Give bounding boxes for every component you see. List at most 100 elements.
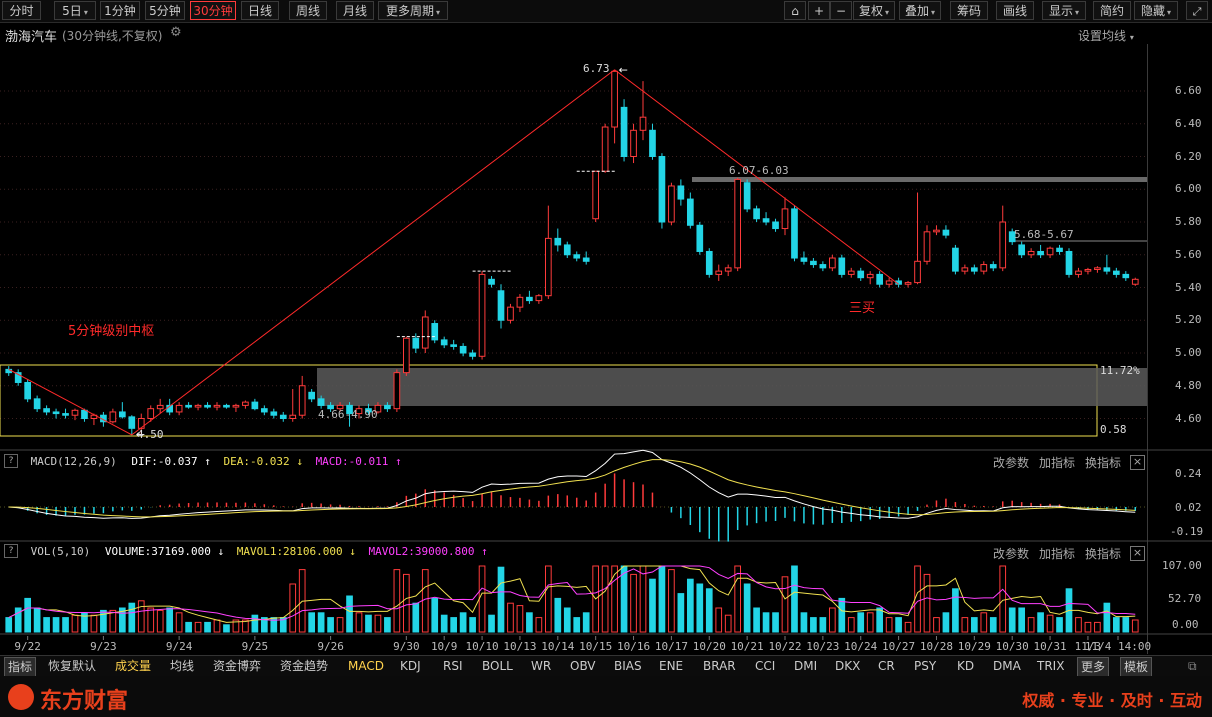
tab-psy[interactable]: PSY [914,659,937,673]
volume-bar [952,588,959,633]
tab-ene[interactable]: ENE [659,659,684,673]
volume-bar [866,612,874,633]
candle-body [819,264,827,269]
candle-body [33,398,41,410]
volume-bar [52,617,60,633]
volume-bar [317,612,325,633]
tab-capital-game[interactable]: 资金博弈 [213,659,262,673]
date-tick-label: 10/9 [431,640,458,653]
volume-bar [62,617,69,633]
tab-more[interactable]: 更多 [1077,657,1110,677]
gear-icon[interactable]: ⚙ [170,25,182,40]
ma-setting-button[interactable]: 设置均线 ▾ [1078,27,1134,44]
volume-bar [137,600,145,633]
tab-boll[interactable]: BOLL [482,659,513,673]
volume-bar [838,597,846,633]
candle-body [611,70,618,128]
display-button[interactable]: 显示 ▾ [1042,1,1086,20]
tab-macd[interactable]: MACD [348,659,384,673]
candle-body [923,231,931,262]
tab-capital-trend[interactable]: 资金趋势 [280,659,329,673]
price-grid [0,90,1212,635]
zoom-out-icon[interactable]: − [830,1,852,20]
tab-ma[interactable]: 均线 [170,659,195,673]
volume-bar [630,573,637,633]
overlay-button[interactable]: 叠加 ▾ [899,1,941,20]
help-icon[interactable]: ? [4,454,18,468]
candle-body [516,296,524,308]
period-5day-button[interactable]: 5日 ▾ [54,1,96,20]
tab-brar[interactable]: BRAR [703,659,736,673]
tab-wr[interactable]: WR [531,659,552,673]
help-icon[interactable]: ? [4,544,18,558]
tab-bias[interactable]: BIAS [614,659,642,673]
close-icon[interactable]: × [1130,455,1145,470]
period-timeshare-button[interactable]: 分时 [2,1,41,20]
price-tick-label: 4.60 [1175,411,1202,425]
date-tick-label: 10/23 [806,640,839,653]
tab-restore-default[interactable]: 恢复默认 [48,659,97,673]
tab-rsi[interactable]: RSI [443,659,463,673]
chevron-down-icon: ▾ [1167,8,1172,17]
tab-indicators[interactable]: 指标 [4,657,37,677]
volume-bar [639,565,647,633]
candle-body [147,408,155,419]
tab-dkx[interactable]: DKX [835,659,861,673]
more-periods-button[interactable]: 更多周期 ▾ [378,1,448,20]
candle-body [601,126,609,172]
period-5min-button[interactable]: 5分钟 [145,1,185,20]
arrow-down-icon: ↓ [296,454,303,468]
price-tick-label: 5.40 [1175,280,1202,294]
chips-button[interactable]: 筹码 [950,1,988,20]
tab-kdj[interactable]: KDJ [400,659,421,673]
expand-icon[interactable]: ⧉ [1188,659,1197,673]
macd-change-param-button[interactable]: 改参数 [993,456,1030,470]
candle-body [298,385,306,416]
lock-icon[interactable]: ⌂ [784,1,806,20]
vol-change-param-button[interactable]: 改参数 [993,547,1030,561]
macd-add-indicator-button[interactable]: 加指标 [1039,456,1076,470]
vol-volume-value: VOLUME:37169.000 [104,544,211,558]
tab-cci[interactable]: CCI [755,659,776,673]
fullscreen-icon[interactable]: ⤢ [1186,1,1208,20]
candle-body [365,408,372,413]
volume-bar [753,607,760,633]
candle-body [279,414,287,420]
period-monthly-button[interactable]: 月线 [336,1,374,20]
candle-body [639,116,647,131]
draw-line-button[interactable]: 画线 [996,1,1034,20]
volume-bar [14,607,22,633]
period-1min-button[interactable]: 1分钟 [100,1,140,20]
vol-add-indicator-button[interactable]: 加指标 [1039,547,1076,561]
tab-volume[interactable]: 成交量 [115,659,152,673]
tab-dmi[interactable]: DMI [794,659,818,673]
tab-kd[interactable]: KD [957,659,975,673]
volume-bar [147,607,155,633]
hide-button[interactable]: 隐藏 ▾ [1134,1,1178,20]
candle-body [686,198,694,226]
tab-trix[interactable]: TRIX [1037,659,1065,673]
simple-button[interactable]: 简约 [1093,1,1131,20]
tab-cr[interactable]: CR [878,659,895,673]
macd-swap-indicator-button[interactable]: 换指标 [1085,456,1122,470]
period-daily-button[interactable]: 日线 [241,1,279,20]
date-tick-label: 9/30 [393,640,420,653]
tab-template[interactable]: 模板 [1120,657,1153,677]
candle-body [469,352,476,357]
vol-axis-mid: 52.70 [1168,592,1202,605]
vol-swap-indicator-button[interactable]: 换指标 [1085,547,1122,561]
volume-bar [535,617,543,633]
volume-bar [819,617,827,633]
candle-body [128,416,136,429]
tab-dma[interactable]: DMA [993,659,1021,673]
period-30min-button[interactable]: 30分钟 [190,1,236,20]
adjust-button[interactable]: 复权 ▾ [853,1,895,20]
tab-obv[interactable]: OBV [570,659,596,673]
candle-body [677,185,685,200]
zoom-in-icon[interactable]: + [808,1,830,20]
volume-bar [118,607,126,633]
close-icon[interactable]: × [1130,546,1145,561]
period-weekly-button[interactable]: 周线 [289,1,327,20]
volume-bar [450,617,458,633]
